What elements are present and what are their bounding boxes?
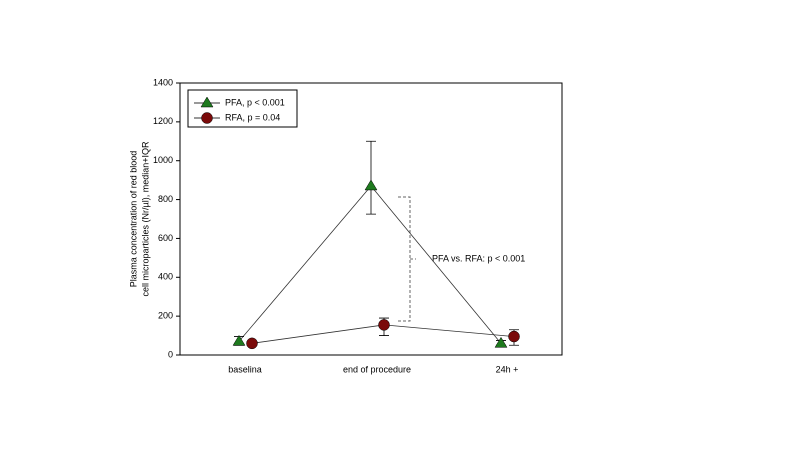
y-tick-label: 200 <box>158 311 173 321</box>
data-point <box>232 334 246 346</box>
data-point <box>246 337 258 350</box>
data-point <box>494 336 508 348</box>
y-tick-label: 1200 <box>153 116 173 126</box>
data-point <box>508 330 520 343</box>
legend-marker <box>201 112 213 124</box>
x-tick-label: end of procedure <box>343 364 411 374</box>
y-tick-label: 1000 <box>153 155 173 165</box>
data-point <box>364 179 378 191</box>
y-label: Plasma concentration of red blood cell m… <box>128 141 150 296</box>
y-tick-label: 800 <box>158 194 173 204</box>
y-label-line: cell microparticles (Nr/µl), median+IQR <box>140 141 150 296</box>
data-point <box>378 319 390 331</box>
legend-label: RFA, p = 0.04 <box>225 112 280 122</box>
x-tick-label: baselina <box>228 364 262 374</box>
y-label-line: Plasma concentration of red blood <box>128 151 138 288</box>
bracket <box>398 196 416 322</box>
y-tick-label: 600 <box>158 233 173 243</box>
x-tick-label: 24h + <box>496 364 519 374</box>
y-tick-label: 1400 <box>153 77 173 87</box>
error-bar <box>366 140 376 215</box>
series-line <box>238 185 502 344</box>
y-tick-label: 400 <box>158 272 173 282</box>
annotation: PFA vs. RFA: p < 0.001 <box>432 253 525 263</box>
y-tick-label: 0 <box>168 349 173 359</box>
plot-frame <box>179 82 563 356</box>
legend-marker <box>200 96 214 108</box>
legend-label: PFA, p < 0.001 <box>225 97 285 107</box>
